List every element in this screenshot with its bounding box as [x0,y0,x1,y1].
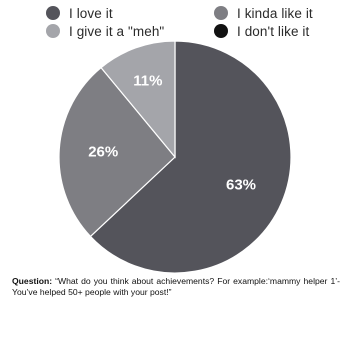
data-label-kinda-like: 26% [88,143,118,160]
legend-item-kinda-like: I kinda like it [214,4,313,22]
pie-slice-meh [100,40,176,159]
legend-item-love: I love it [46,4,113,22]
legend-swatch-love [46,6,60,20]
legend-swatch-dislike [214,24,228,38]
legend-swatch-kinda-like [214,6,228,20]
pie-slice-kinda-like [58,66,176,238]
legend-label-dislike: I don't like it [237,23,310,39]
legend-item-dislike: I don't like it [214,22,309,40]
legend-item-meh: I give it a "meh" [46,22,164,40]
data-label-love: 63% [226,177,256,194]
legend-label-love: I love it [69,5,113,21]
legend-label-kinda-like: I kinda like it [237,5,313,21]
question-prefix: Question: [12,276,53,286]
chart-legend: I love it I kinda like it I give it a "m… [0,0,350,44]
question-caption: Question: “What do you think about achie… [12,276,340,298]
legend-label-meh: I give it a "meh" [69,23,165,39]
pie-slice-love [89,40,292,274]
question-text: “What do you think about achievements? F… [12,276,340,297]
legend-swatch-meh [46,24,60,38]
data-label-meh: 11% [133,73,162,90]
